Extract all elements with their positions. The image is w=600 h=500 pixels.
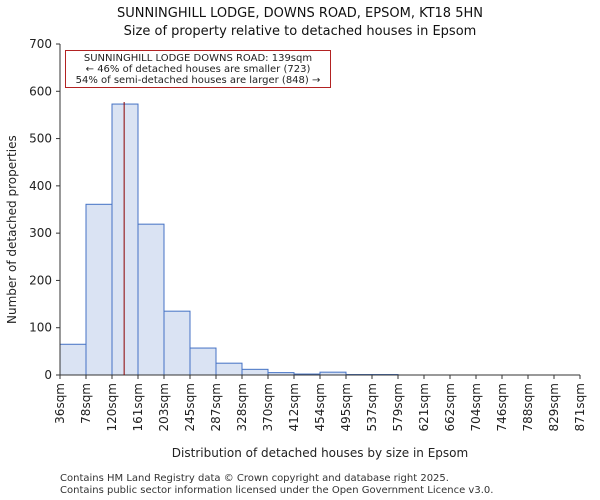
bar xyxy=(85,203,113,376)
x-tick-label: 537sqm xyxy=(365,383,379,431)
annotation-line-3: 54% of semi-detached houses are larger (… xyxy=(75,75,321,86)
x-tick-label: 412sqm xyxy=(287,383,301,431)
y-tick-label: 500 xyxy=(29,132,52,146)
y-tick-label: 200 xyxy=(29,273,52,287)
y-tick-label: 400 xyxy=(29,179,52,193)
x-tick-label: 370sqm xyxy=(261,383,275,431)
x-axis-label: Distribution of detached houses by size … xyxy=(171,446,469,460)
chart-title: SUNNINGHILL LODGE, DOWNS ROAD, EPSOM, KT… xyxy=(117,6,483,21)
x-tick-label: 287sqm xyxy=(209,383,223,431)
x-tick-label: 788sqm xyxy=(521,383,535,431)
x-tick-label: 704sqm xyxy=(469,383,483,431)
x-tick-label: 328sqm xyxy=(235,383,249,431)
bar xyxy=(163,310,191,376)
x-tick-label: 621sqm xyxy=(417,383,431,431)
footer-line-2: Contains public sector information licen… xyxy=(60,485,494,496)
x-tick-label: 245sqm xyxy=(183,383,197,431)
y-tick-label: 700 xyxy=(29,37,52,51)
x-tick-label: 203sqm xyxy=(157,383,171,431)
x-tick-label: 871sqm xyxy=(573,383,587,431)
bar xyxy=(59,343,87,376)
annotation-line-2: ← 46% of detached houses are smaller (72… xyxy=(85,64,311,75)
x-tick-label: 78sqm xyxy=(79,383,93,424)
y-tick-label: 0 xyxy=(44,368,52,382)
x-tick-label: 746sqm xyxy=(495,383,509,431)
bar xyxy=(137,223,165,376)
annotation-box: SUNNINGHILL LODGE DOWNS ROAD: 139sqm ← 4… xyxy=(65,50,331,88)
y-tick-label: 300 xyxy=(29,226,52,240)
x-tick-label: 662sqm xyxy=(443,383,457,431)
bar xyxy=(111,103,139,376)
x-tick-label: 161sqm xyxy=(131,383,145,431)
y-axis-label: Number of detached properties xyxy=(5,135,19,324)
x-tick-label: 120sqm xyxy=(105,383,119,431)
x-tick-label: 36sqm xyxy=(53,383,67,424)
x-tick-label: 829sqm xyxy=(547,383,561,431)
x-tick-label: 579sqm xyxy=(391,383,405,431)
footer-line-1: Contains HM Land Registry data © Crown c… xyxy=(60,473,449,484)
bar xyxy=(189,347,217,376)
y-tick-label: 100 xyxy=(29,321,52,335)
x-tick-label: 495sqm xyxy=(339,383,353,431)
y-tick-label: 600 xyxy=(29,84,52,98)
x-tick-label: 454sqm xyxy=(313,383,327,431)
chart-subtitle: Size of property relative to detached ho… xyxy=(123,24,477,39)
annotation-line-1: SUNNINGHILL LODGE DOWNS ROAD: 139sqm xyxy=(83,53,313,64)
bar xyxy=(241,368,269,376)
bar xyxy=(215,362,243,376)
